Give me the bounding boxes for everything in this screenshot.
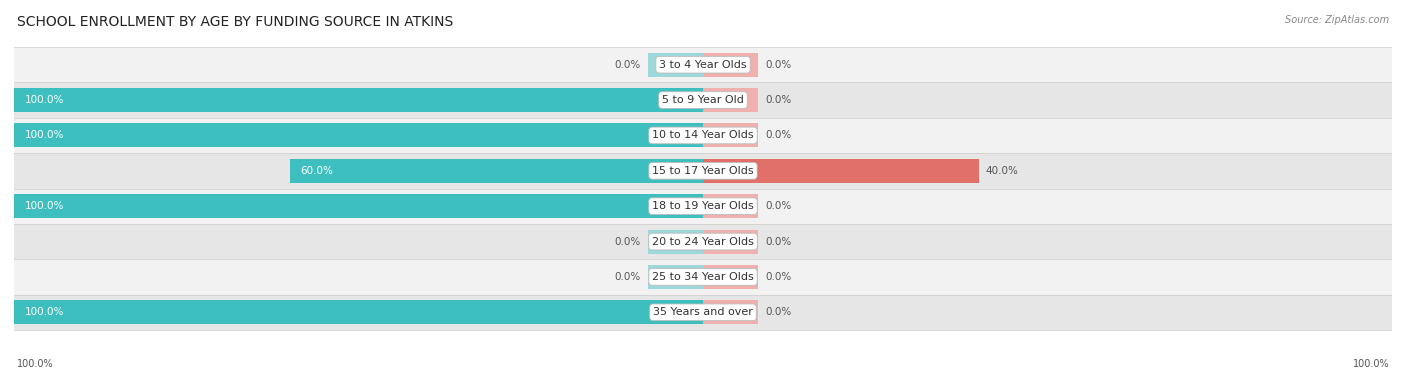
Bar — [14, 88, 703, 112]
Bar — [703, 53, 758, 77]
Text: 0.0%: 0.0% — [765, 201, 792, 211]
Text: 0.0%: 0.0% — [614, 60, 641, 70]
Text: 100.0%: 100.0% — [24, 201, 63, 211]
Text: 0.0%: 0.0% — [765, 272, 792, 282]
Text: 100.0%: 100.0% — [17, 359, 53, 369]
Text: 35 Years and over: 35 Years and over — [652, 307, 754, 317]
Text: 15 to 17 Year Olds: 15 to 17 Year Olds — [652, 166, 754, 176]
Bar — [703, 300, 758, 324]
Bar — [14, 259, 1392, 294]
Text: 3 to 4 Year Olds: 3 to 4 Year Olds — [659, 60, 747, 70]
Text: SCHOOL ENROLLMENT BY AGE BY FUNDING SOURCE IN ATKINS: SCHOOL ENROLLMENT BY AGE BY FUNDING SOUR… — [17, 15, 453, 29]
Bar — [648, 230, 703, 254]
Text: 0.0%: 0.0% — [614, 272, 641, 282]
Bar — [14, 153, 1392, 188]
Bar — [290, 159, 703, 183]
Bar — [703, 230, 758, 254]
Text: 18 to 19 Year Olds: 18 to 19 Year Olds — [652, 201, 754, 211]
Text: 0.0%: 0.0% — [765, 307, 792, 317]
Bar — [14, 123, 703, 147]
Text: 100.0%: 100.0% — [24, 307, 63, 317]
Text: 0.0%: 0.0% — [614, 236, 641, 247]
Text: 0.0%: 0.0% — [765, 60, 792, 70]
Text: 0.0%: 0.0% — [765, 236, 792, 247]
Bar — [14, 294, 1392, 330]
Text: 5 to 9 Year Old: 5 to 9 Year Old — [662, 95, 744, 105]
Bar — [14, 83, 1392, 118]
Bar — [703, 88, 758, 112]
Text: 100.0%: 100.0% — [24, 130, 63, 141]
Bar — [648, 53, 703, 77]
Text: 60.0%: 60.0% — [299, 166, 333, 176]
Text: 20 to 24 Year Olds: 20 to 24 Year Olds — [652, 236, 754, 247]
Bar — [14, 194, 703, 218]
Bar — [14, 118, 1392, 153]
Text: Source: ZipAtlas.com: Source: ZipAtlas.com — [1285, 15, 1389, 25]
Bar — [14, 47, 1392, 83]
Text: 0.0%: 0.0% — [765, 95, 792, 105]
Text: 10 to 14 Year Olds: 10 to 14 Year Olds — [652, 130, 754, 141]
Bar — [703, 159, 979, 183]
Bar — [703, 265, 758, 289]
Text: 40.0%: 40.0% — [986, 166, 1018, 176]
Bar — [648, 265, 703, 289]
Text: 0.0%: 0.0% — [765, 130, 792, 141]
Bar — [703, 123, 758, 147]
Text: 100.0%: 100.0% — [1353, 359, 1389, 369]
Text: 25 to 34 Year Olds: 25 to 34 Year Olds — [652, 272, 754, 282]
Text: 100.0%: 100.0% — [24, 95, 63, 105]
Bar — [14, 300, 703, 324]
Bar — [703, 194, 758, 218]
Bar — [14, 224, 1392, 259]
Bar — [14, 188, 1392, 224]
